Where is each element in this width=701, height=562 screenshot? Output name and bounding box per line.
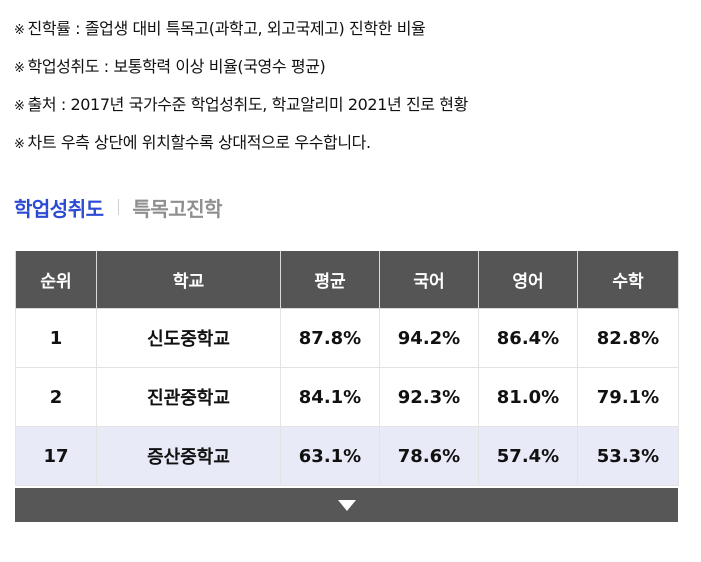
reference-mark-icon: ※ [14, 23, 25, 38]
english-cell: 81.0% [478, 367, 578, 427]
column-header-rank: 순위 [15, 251, 97, 309]
english-cell: 57.4% [478, 426, 578, 486]
korean-cell: 94.2% [379, 308, 479, 368]
table-header-row: 순위 학교 평균 국어 영어 수학 [15, 251, 679, 309]
notes-section: ※ 진학률 : 졸업생 대비 특목고(과학고, 외고국제고) 진학한 비율 ※ 학업… [14, 14, 694, 166]
math-cell: 79.1% [577, 367, 679, 427]
note-text: 차트 우측 상단에 위치할수록 상대적으로 우수합니다. [27, 133, 372, 152]
column-header-korean: 국어 [379, 251, 479, 309]
triangle-down-icon [337, 499, 356, 511]
reference-mark-icon: ※ [14, 61, 25, 76]
expand-table-button[interactable] [15, 488, 678, 522]
school-name-cell: 증산중학교 [96, 426, 281, 486]
ranking-table: 순위 학교 평균 국어 영어 수학 1 신도중학교 87.8% 94.2% 86… [15, 251, 679, 486]
tab-divider [117, 199, 119, 215]
school-name-cell: 신도중학교 [96, 308, 281, 368]
english-cell: 86.4% [478, 308, 578, 368]
korean-cell: 92.3% [379, 367, 479, 427]
note-text: 학업성취도 : 보통학력 이상 비율(국영수 평균) [27, 57, 326, 76]
table-row: 2 진관중학교 84.1% 92.3% 81.0% 79.1% [15, 367, 679, 427]
table-row: 1 신도중학교 87.8% 94.2% 86.4% 82.8% [15, 308, 679, 368]
column-header-english: 영어 [478, 251, 578, 309]
rank-cell: 17 [15, 426, 97, 486]
reference-mark-icon: ※ [14, 137, 25, 152]
table-row-highlighted: 17 증산중학교 63.1% 78.6% 57.4% 53.3% [15, 426, 679, 486]
note-achievement: ※ 학업성취도 : 보통학력 이상 비율(국영수 평균) [14, 52, 694, 90]
note-chart-guide: ※ 차트 우측 상단에 위치할수록 상대적으로 우수합니다. [14, 128, 694, 166]
average-cell: 87.8% [280, 308, 380, 368]
school-name-cell: 진관중학교 [96, 367, 281, 427]
tab-bar: 학업성취도 특목고진학 [14, 190, 222, 224]
note-text: 진학률 : 졸업생 대비 특목고(과학고, 외고국제고) 진학한 비율 [27, 19, 426, 38]
note-advancement-rate: ※ 진학률 : 졸업생 대비 특목고(과학고, 외고국제고) 진학한 비율 [14, 14, 694, 52]
korean-cell: 78.6% [379, 426, 479, 486]
average-cell: 63.1% [280, 426, 380, 486]
column-header-math: 수학 [577, 251, 679, 309]
rank-cell: 1 [15, 308, 97, 368]
math-cell: 82.8% [577, 308, 679, 368]
note-source: ※ 출처 : 2017년 국가수준 학업성취도, 학교알리미 2021년 진로 현… [14, 90, 694, 128]
math-cell: 53.3% [577, 426, 679, 486]
tab-special-high-school[interactable]: 특목고진학 [132, 196, 223, 221]
rank-cell: 2 [15, 367, 97, 427]
column-header-average: 평균 [280, 251, 380, 309]
reference-mark-icon: ※ [14, 99, 25, 114]
column-header-school: 학교 [96, 251, 281, 309]
average-cell: 84.1% [280, 367, 380, 427]
note-text: 출처 : 2017년 국가수준 학업성취도, 학교알리미 2021년 진로 현황 [27, 95, 469, 114]
tab-academic-achievement[interactable]: 학업성취도 [14, 196, 104, 221]
